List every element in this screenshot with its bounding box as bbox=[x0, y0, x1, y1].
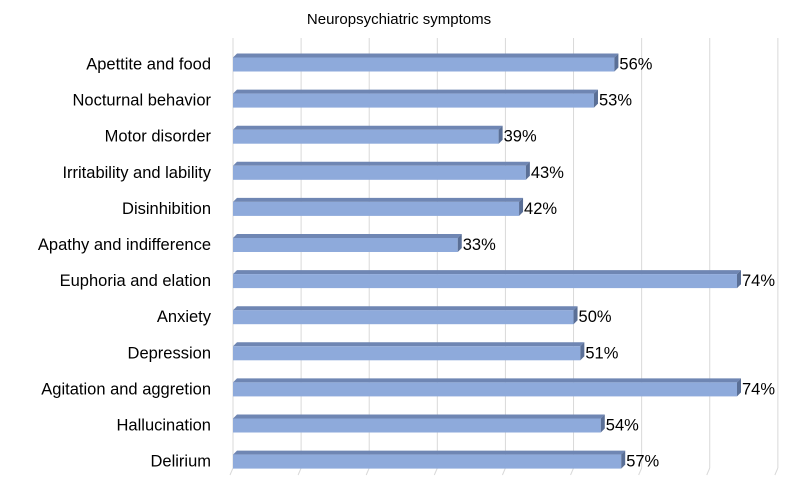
data-label: 42% bbox=[524, 200, 557, 218]
bar-top-face bbox=[233, 197, 524, 202]
chart-title: Neuropsychiatric symptoms bbox=[307, 11, 491, 28]
gridline-foot bbox=[706, 467, 711, 476]
category-label: Delirium bbox=[150, 453, 211, 471]
gridline-foot bbox=[501, 467, 506, 476]
category-label: Anxiety bbox=[157, 308, 212, 326]
bar-front-face bbox=[233, 310, 574, 325]
bar-side-face bbox=[457, 234, 462, 252]
bar bbox=[233, 125, 503, 144]
data-label: 51% bbox=[585, 344, 618, 362]
bar-top-face bbox=[233, 53, 619, 58]
data-label: 50% bbox=[579, 308, 612, 326]
data-label: 43% bbox=[531, 164, 564, 182]
bar-front-face bbox=[233, 418, 601, 433]
bar-side-face bbox=[580, 342, 585, 361]
bar-top-face bbox=[233, 270, 741, 275]
category-labels: Apettite and food Nocturnal behavior Motor… bbox=[38, 56, 212, 471]
bars bbox=[233, 53, 741, 469]
bar-side-face bbox=[600, 414, 605, 433]
category-label: Hallucination bbox=[117, 417, 211, 435]
gridline-foot bbox=[229, 467, 234, 476]
category-label: Euphoria and elation bbox=[60, 272, 211, 290]
bar-side-face bbox=[525, 161, 530, 180]
bar bbox=[233, 234, 462, 252]
data-label: 74% bbox=[742, 272, 775, 290]
category-label: Apathy and indifference bbox=[38, 236, 211, 254]
bar-top-face bbox=[233, 378, 741, 383]
category-label: Nocturnal behavior bbox=[73, 92, 212, 110]
bar-front-face bbox=[233, 57, 615, 72]
category-label: Depression bbox=[128, 344, 211, 362]
category-label: Motor disorder bbox=[105, 128, 212, 146]
bar-side-face bbox=[621, 450, 626, 469]
bar-top-face bbox=[233, 125, 503, 130]
data-label: 57% bbox=[626, 453, 659, 471]
bar-front-face bbox=[233, 129, 499, 144]
bar-side-face bbox=[737, 270, 741, 289]
bar-side-face bbox=[498, 125, 503, 144]
bar-front-face bbox=[233, 346, 581, 361]
gridline-foot bbox=[570, 467, 575, 476]
data-label: 53% bbox=[599, 92, 632, 110]
data-label: 39% bbox=[504, 128, 537, 146]
bar-side-face bbox=[737, 378, 741, 397]
bar-top-face bbox=[233, 161, 530, 166]
bar-top-face bbox=[233, 342, 585, 347]
bar bbox=[233, 342, 585, 361]
bar bbox=[233, 306, 578, 325]
category-label: Disinhibition bbox=[122, 200, 211, 218]
gridline-foot bbox=[433, 467, 438, 476]
bar bbox=[233, 378, 741, 397]
bar-front-face bbox=[233, 238, 458, 252]
bar-top-face bbox=[233, 234, 462, 238]
data-label: 33% bbox=[463, 236, 496, 254]
category-label: Agitation and aggretion bbox=[41, 380, 211, 398]
bar-side-face bbox=[614, 53, 619, 72]
bar-top-face bbox=[233, 450, 626, 455]
data-label: 54% bbox=[606, 417, 639, 435]
gridline-foot bbox=[297, 467, 302, 476]
bar-side-face bbox=[593, 89, 598, 108]
category-label: Irritability and lability bbox=[62, 164, 211, 182]
bar bbox=[233, 53, 619, 72]
data-label: 74% bbox=[742, 380, 775, 398]
bar-side-face bbox=[573, 306, 578, 325]
bar-top-face bbox=[233, 89, 598, 94]
bar bbox=[233, 414, 605, 433]
bar-side-face bbox=[519, 197, 524, 216]
bar bbox=[233, 197, 524, 216]
bar bbox=[233, 89, 598, 108]
bar-top-face bbox=[233, 414, 605, 419]
bar-front-face bbox=[233, 93, 594, 108]
bar-front-face bbox=[233, 165, 526, 180]
bar bbox=[233, 450, 626, 469]
category-label: Apettite and food bbox=[86, 56, 211, 74]
data-labels: 56% 53% 39% 43% 42% 33% 74% 50% 51% 74% 54% 57% bbox=[463, 56, 776, 471]
bar-front-face bbox=[233, 382, 737, 397]
bar bbox=[233, 161, 530, 180]
gridline-foot bbox=[365, 467, 370, 476]
bar-front-face bbox=[233, 201, 520, 216]
bar bbox=[233, 270, 741, 289]
bar-front-face bbox=[233, 274, 737, 289]
gridline-foot bbox=[774, 467, 779, 476]
bar-front-face bbox=[233, 454, 622, 469]
gridline-foot bbox=[638, 467, 643, 476]
bar-top-face bbox=[233, 306, 578, 311]
data-label: 56% bbox=[619, 56, 652, 74]
